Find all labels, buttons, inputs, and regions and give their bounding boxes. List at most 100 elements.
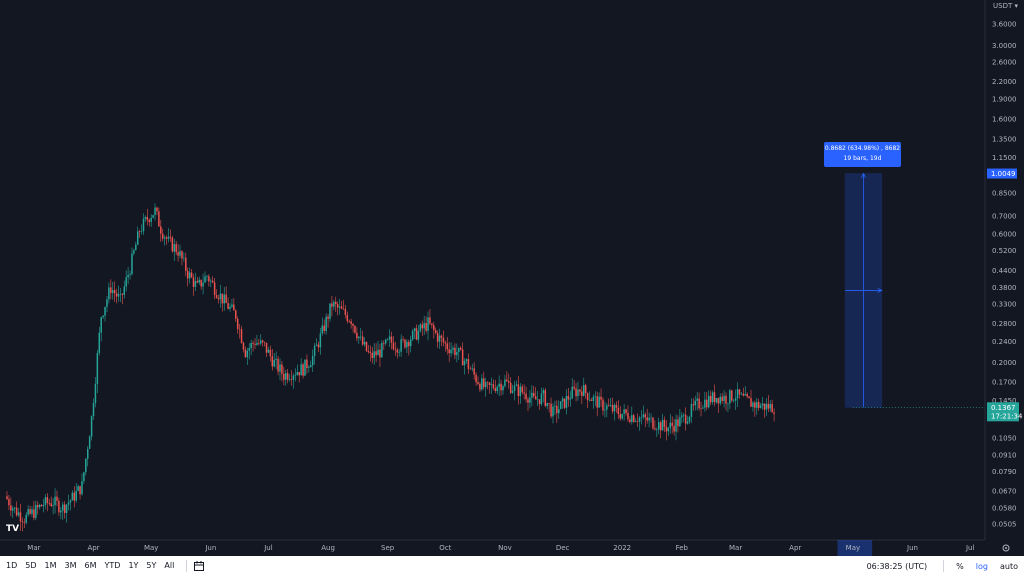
candle-body	[163, 237, 166, 239]
candle-body	[427, 317, 429, 331]
y-tick-label: 0.6000	[992, 230, 1017, 238]
candle-body	[233, 304, 235, 311]
candle-body	[27, 509, 29, 515]
chart-area[interactable]: 3.6000 3.0000 2.6000 2.2000 1.9000 1.6000 1.35…	[0, 0, 1024, 556]
candle-body	[231, 304, 233, 307]
percent-toggle[interactable]: %	[956, 561, 964, 571]
candle-body	[94, 383, 97, 403]
candle-body	[185, 257, 187, 271]
candle-body	[431, 323, 433, 326]
candle-body	[696, 398, 698, 401]
range-5d-button[interactable]: 5D	[25, 561, 37, 570]
candle-body	[44, 497, 47, 506]
y-tick-label: 0.0790	[992, 468, 1017, 476]
candle-body	[408, 341, 410, 347]
range-1d-button[interactable]: 1D	[6, 561, 18, 570]
candle-body	[111, 290, 114, 293]
candle-body	[494, 388, 497, 392]
candle-body	[454, 347, 456, 356]
candle-body	[319, 333, 322, 348]
candle-body	[444, 342, 447, 344]
range-5y-button[interactable]: 5Y	[146, 561, 157, 570]
range-1m-button[interactable]: 1M	[44, 561, 57, 570]
currency-text[interactable]: USDT	[993, 2, 1013, 10]
x-tick-label: Nov	[498, 544, 512, 552]
candle-body	[334, 301, 337, 305]
auto-toggle[interactable]: auto	[999, 561, 1018, 571]
candle-body	[750, 398, 752, 407]
candle-body	[419, 324, 422, 331]
candle-body	[152, 215, 154, 218]
candle-body	[558, 409, 560, 414]
range-6m-button[interactable]: 6M	[84, 561, 97, 570]
candle-body	[540, 393, 543, 405]
candle-body	[204, 276, 206, 283]
candle-body	[425, 323, 427, 331]
candle-body	[348, 321, 350, 322]
candle-body	[386, 339, 389, 340]
candle-body	[113, 290, 116, 294]
candle-body	[661, 419, 664, 431]
candle-body	[423, 323, 425, 329]
candle-body	[469, 368, 472, 370]
candle-body	[523, 392, 525, 394]
candle-body	[411, 330, 414, 340]
candle-body	[561, 398, 564, 402]
candle-body	[211, 280, 214, 283]
candle-body	[390, 336, 393, 343]
range-ytd-button[interactable]: YTD	[104, 561, 121, 570]
candle-body	[169, 236, 172, 238]
candle-body	[202, 282, 204, 287]
candle-body	[356, 332, 358, 339]
price-chart[interactable]: 3.6000 3.0000 2.6000 2.2000 1.9000 1.6000 1.35…	[0, 0, 1024, 556]
candle-body	[19, 512, 22, 522]
range-3m-button[interactable]: 3M	[64, 561, 77, 570]
calendar-icon[interactable]	[193, 560, 205, 572]
y-tick-label: 0.0670	[992, 487, 1017, 495]
candle-body	[534, 396, 537, 400]
candle-body	[290, 379, 293, 380]
utc-clock[interactable]: 06:38:25 (UTC)	[866, 561, 928, 571]
candle-body	[23, 522, 26, 523]
range-1y-button[interactable]: 1Y	[128, 561, 139, 570]
candle-body	[81, 481, 83, 495]
candle-body	[715, 398, 718, 403]
candle-body	[538, 399, 541, 405]
candle-body	[438, 335, 441, 342]
log-toggle[interactable]: log	[975, 561, 988, 571]
candle-body	[98, 332, 101, 353]
candle-body	[713, 392, 716, 403]
candle-body	[296, 372, 299, 375]
candle-body	[642, 414, 645, 418]
candle-body	[527, 399, 529, 403]
candle-body	[421, 324, 424, 329]
candle-body	[215, 294, 218, 298]
last-price: 0.1367	[991, 404, 1016, 412]
candle-body	[723, 395, 725, 401]
x-tick-label: Jun	[906, 544, 918, 552]
candle-body	[621, 413, 623, 419]
y-tick-label: 0.8500	[992, 190, 1017, 198]
candle-body	[767, 403, 770, 409]
candle-body	[446, 343, 449, 350]
candle-body	[90, 416, 93, 437]
range-all-button[interactable]: All	[164, 561, 175, 570]
candle-body	[725, 395, 727, 404]
candle-body	[773, 412, 775, 414]
candle-body	[727, 403, 729, 404]
y-tick-label: 0.1050	[992, 435, 1017, 443]
candle-body	[383, 342, 385, 344]
candle-body	[402, 339, 404, 340]
candle-body	[344, 308, 347, 315]
candle-body	[483, 378, 485, 388]
candle-body	[477, 382, 479, 384]
candle-body	[371, 353, 374, 358]
candle-body	[37, 504, 39, 508]
candle-body	[102, 315, 104, 318]
candle-body	[317, 344, 320, 348]
gear-icon[interactable]	[1001, 543, 1011, 553]
candle-body	[177, 252, 179, 256]
currency-selector[interactable]: USDT ▾	[993, 2, 1018, 10]
candle-body	[475, 374, 477, 383]
